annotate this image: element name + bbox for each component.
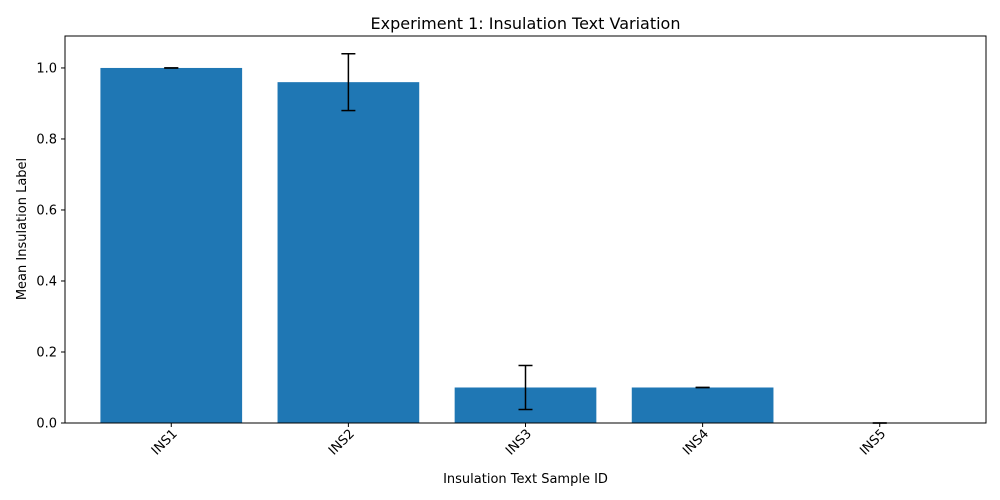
y-tick-label: 0.4 (36, 274, 57, 289)
y-axis-label: Mean Insulation Label (15, 158, 30, 300)
bar-ins4 (632, 387, 774, 423)
chart-title: Experiment 1: Insulation Text Variation (371, 14, 681, 33)
y-tick-label: 0.0 (36, 417, 57, 432)
y-tick-label: 0.2 (36, 345, 57, 360)
x-axis-label: Insulation Text Sample ID (443, 472, 608, 487)
y-tick-label: 0.8 (36, 132, 57, 147)
y-tick-label: 1.0 (36, 61, 57, 76)
y-tick-label: 0.6 (36, 203, 57, 218)
bar-ins2 (278, 82, 420, 423)
bar-ins1 (100, 68, 242, 423)
